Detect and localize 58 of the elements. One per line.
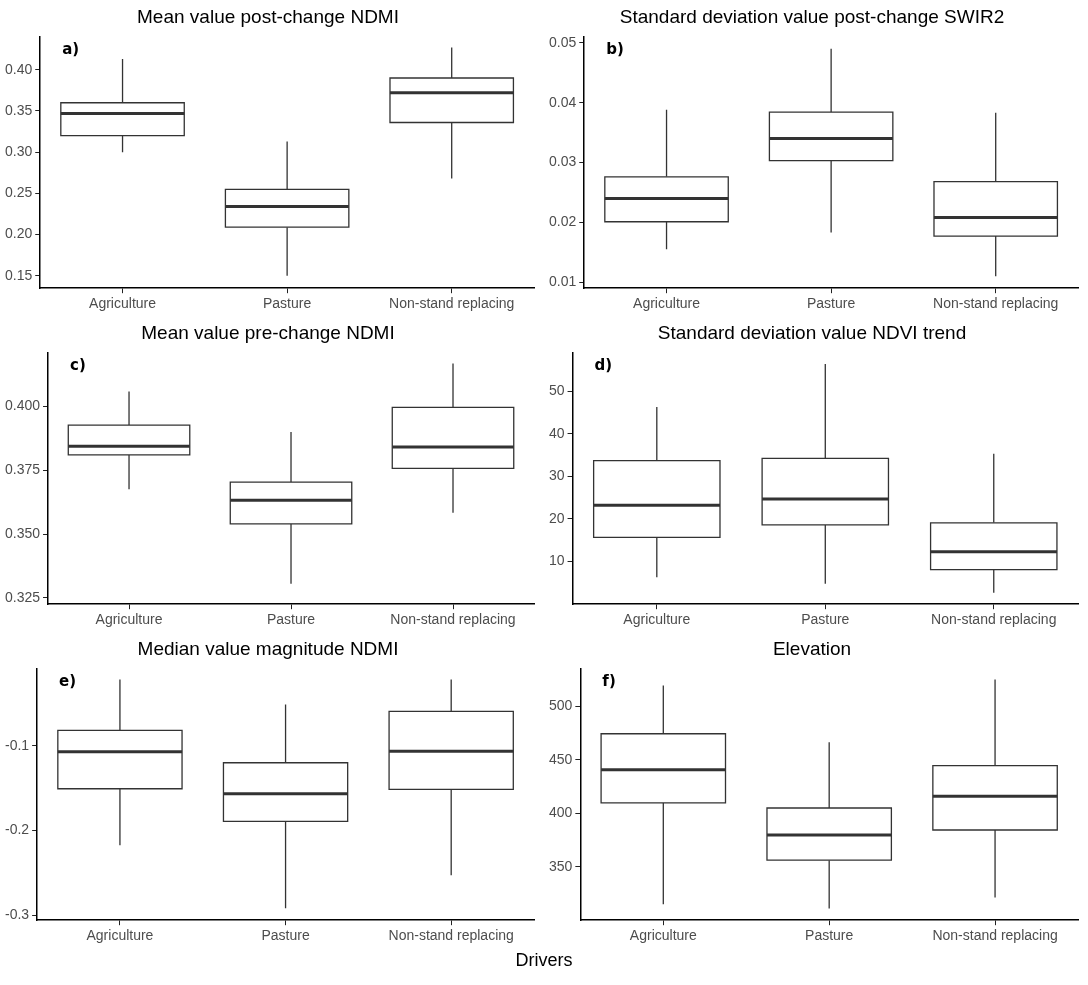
y-tick-label: 0.30 (5, 143, 33, 160)
x-tick-label: Agriculture (89, 295, 157, 312)
x-tick-label: Agriculture (95, 611, 163, 628)
x-tick-label: Pasture (261, 927, 310, 944)
y-tick-label: 0.01 (549, 273, 577, 290)
y-tick-label: 30 (548, 467, 565, 484)
y-tick-label: 0.325 (4, 588, 41, 605)
y-tick-label: 350 (549, 857, 573, 874)
y-tick-label: 10 (548, 552, 565, 569)
x-tick-label: Agriculture (633, 295, 701, 312)
x-tick-label: Agriculture (629, 927, 697, 944)
y-tick-label: 0.40 (5, 60, 33, 77)
y-tick-label: 0.05 (549, 33, 577, 50)
x-tick-label: Agriculture (623, 611, 691, 628)
y-tick-label: 0.375 (4, 461, 41, 478)
x-tick-label: Pasture (805, 927, 854, 944)
y-tick-label: 500 (549, 697, 573, 714)
y-tick-label: 0.25 (5, 184, 33, 201)
x-axis-title: Drivers (514, 950, 574, 971)
chart-title: Elevation (772, 637, 852, 659)
chart-title: Mean value post-change NDMI (137, 5, 399, 27)
y-tick-label: -0.3 (5, 905, 30, 922)
annotation: b) (606, 40, 624, 59)
chart-title: Standard deviation value NDVI trend (657, 321, 967, 343)
y-tick-label: 0.400 (4, 397, 41, 414)
x-tick-label: Pasture (266, 611, 316, 628)
y-tick-label: 450 (549, 750, 573, 767)
x-tick-label: Pasture (801, 611, 850, 628)
annotation: d) (594, 356, 613, 375)
x-tick-label: Non-stand replacing (390, 611, 516, 628)
annotation: a) (62, 40, 80, 59)
chart-title: Median value magnitude NDMI (137, 637, 399, 659)
y-tick-label: 0.03 (549, 153, 577, 170)
x-tick-label: Non-stand replacing (933, 295, 1059, 312)
x-tick-label: Pasture (807, 295, 856, 312)
y-tick-label: 0.35 (5, 101, 33, 118)
annotation: e) (59, 672, 77, 691)
x-tick-label: Non-stand replacing (388, 927, 514, 944)
x-tick-label: Pasture (263, 295, 312, 312)
y-tick-label: 20 (548, 509, 565, 526)
chart-title: Standard deviation value post-change SWIR2 (619, 5, 1005, 27)
y-tick-label: 0.04 (549, 93, 577, 110)
x-tick-label: Non-stand replacing (931, 611, 1057, 628)
y-tick-label: 40 (548, 424, 565, 441)
x-tick-label: Non-stand replacing (932, 927, 1058, 944)
y-tick-label: 0.350 (4, 524, 41, 541)
chart-title: Mean value pre-change NDMI (141, 321, 395, 343)
annotation: f) (602, 672, 616, 691)
y-tick-label: 50 (548, 382, 565, 399)
y-tick-label: 0.02 (549, 213, 577, 230)
y-tick-label: 0.15 (5, 266, 33, 283)
y-tick-label: 0.20 (5, 225, 33, 242)
y-tick-label: -0.2 (5, 821, 30, 838)
x-tick-label: Agriculture (86, 927, 154, 944)
x-tick-label: Non-stand replacing (389, 295, 515, 312)
annotation: c) (70, 356, 86, 375)
y-tick-label: -0.1 (5, 736, 30, 753)
y-tick-label: 400 (549, 804, 573, 821)
